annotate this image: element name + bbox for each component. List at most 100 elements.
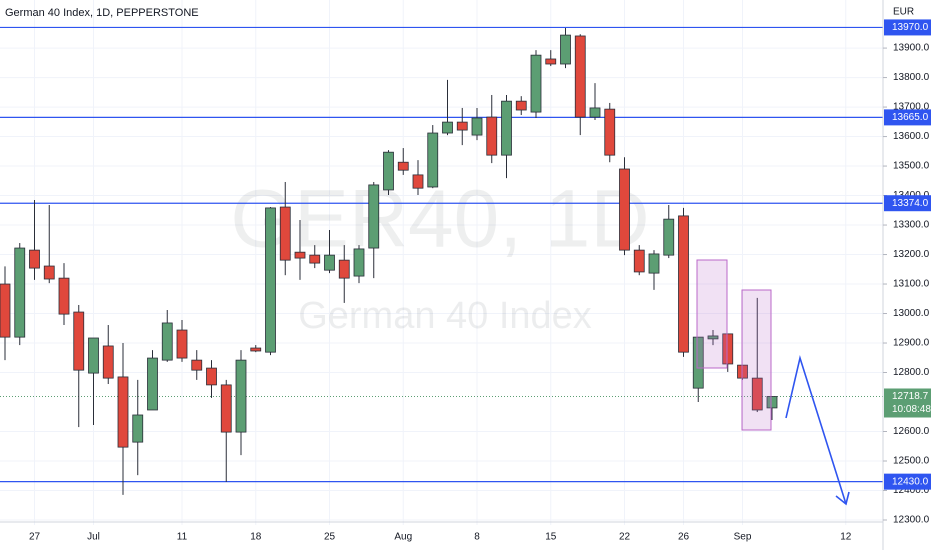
candle-body — [29, 249, 40, 269]
grid — [0, 0, 883, 525]
candle-body — [678, 215, 689, 353]
candle-body — [692, 336, 704, 389]
candle-body — [279, 206, 291, 261]
watermark-subtitle: German 40 Index — [298, 295, 592, 337]
candle-body — [250, 347, 262, 352]
range-box — [741, 289, 772, 431]
last-price-label: 12718.7 — [892, 391, 929, 402]
candle-body — [383, 151, 394, 191]
countdown: 10:08:48 — [892, 404, 931, 415]
y-tick-label: 12800.0 — [893, 367, 930, 378]
x-tick-label: 18 — [250, 532, 262, 543]
y-tick-label: 12500.0 — [893, 456, 930, 467]
candle-body — [73, 311, 85, 371]
candle-body — [368, 184, 380, 249]
x-tick-label: Aug — [394, 532, 412, 543]
level-badge — [884, 19, 931, 36]
watermark: GER40, 1D — [230, 174, 649, 265]
candle-body — [589, 107, 601, 118]
y-tick-label: 13500.0 — [893, 161, 930, 172]
level-label: 13665.0 — [892, 112, 929, 123]
arrow-head — [835, 491, 850, 506]
candle-body — [58, 277, 70, 315]
candle-body — [545, 58, 557, 65]
candle-body — [206, 367, 217, 386]
candle-body — [88, 337, 99, 374]
range-box — [696, 259, 728, 369]
y-tick-label: 13200.0 — [893, 249, 930, 260]
x-tick-label: Sep — [734, 532, 752, 543]
y-tick-label: 13900.0 — [893, 43, 930, 54]
last-price-badge — [884, 388, 931, 418]
candle-body — [751, 377, 763, 411]
candle-body — [324, 254, 335, 271]
x-tick-label: 22 — [619, 532, 631, 543]
y-tick-label: 12600.0 — [893, 426, 930, 437]
candle-body — [397, 161, 409, 171]
y-tick-label: 12400.0 — [893, 485, 930, 496]
candle-body — [619, 168, 630, 251]
candle-body — [220, 384, 232, 433]
candle-body — [338, 259, 350, 279]
x-tick-label: 26 — [678, 532, 690, 543]
candle-body — [412, 174, 424, 189]
candle-body — [663, 218, 675, 256]
level-label: 12430.0 — [892, 476, 929, 487]
candle-body — [235, 359, 247, 433]
candle-body — [43, 265, 55, 280]
price-axis — [883, 0, 932, 550]
y-tick-label: 13800.0 — [893, 72, 930, 83]
y-tick-label: 12900.0 — [893, 338, 930, 349]
candle-body — [427, 132, 439, 188]
y-tick-label: 13600.0 — [893, 131, 930, 142]
candle-body — [0, 283, 11, 338]
candles — [0, 28, 778, 495]
projection-arrow — [785, 354, 847, 505]
candle-body — [604, 108, 616, 156]
candle-body — [471, 117, 483, 136]
x-tick-label: 8 — [474, 532, 480, 543]
level-badge — [884, 195, 931, 212]
candle-body — [442, 121, 453, 134]
axis-labels: 12300.0 12400.0 12500.0 12600.0 12800.0 12900… — [29, 19, 931, 543]
candle-body — [147, 357, 158, 411]
x-tick-label: Jul — [87, 532, 100, 543]
candle-body — [501, 100, 512, 156]
candle-body — [456, 121, 468, 131]
y-tick-label: 13000.0 — [893, 308, 930, 319]
chart-title: German 40 Index, 1D, PEPPERSTONE — [5, 7, 199, 19]
candle-body — [560, 34, 571, 65]
candle-body — [265, 207, 276, 353]
candle-body — [707, 335, 719, 340]
candle-body — [353, 248, 365, 277]
candle-body — [574, 35, 586, 118]
y-tick-label: 12300.0 — [893, 515, 930, 526]
candle-body — [14, 247, 26, 338]
candle-body — [294, 251, 306, 259]
currency: EUR — [893, 7, 914, 18]
level-label: 13374.0 — [892, 198, 929, 209]
x-tick-label: 12 — [840, 532, 852, 543]
x-tick-label: 11 — [177, 532, 188, 543]
candle-body — [633, 249, 645, 273]
candle-body — [117, 376, 129, 448]
candle-body — [191, 359, 203, 371]
candle-body — [132, 414, 144, 443]
candle-body — [486, 116, 498, 156]
y-tick-label: 13100.0 — [893, 279, 930, 290]
candle-body — [161, 322, 173, 361]
candle-body — [530, 54, 542, 113]
candle-body — [648, 253, 660, 274]
candle-body — [766, 396, 778, 409]
level-label: 13970.0 — [892, 22, 929, 33]
candle-body — [722, 333, 734, 365]
candle-body — [176, 329, 188, 359]
level-badge — [884, 473, 931, 490]
candle-body — [102, 345, 114, 379]
level-badge — [884, 109, 931, 126]
y-tick-label: 13300.0 — [893, 220, 930, 231]
candle-body — [309, 254, 321, 264]
y-tick-label: 13700.0 — [893, 102, 930, 113]
